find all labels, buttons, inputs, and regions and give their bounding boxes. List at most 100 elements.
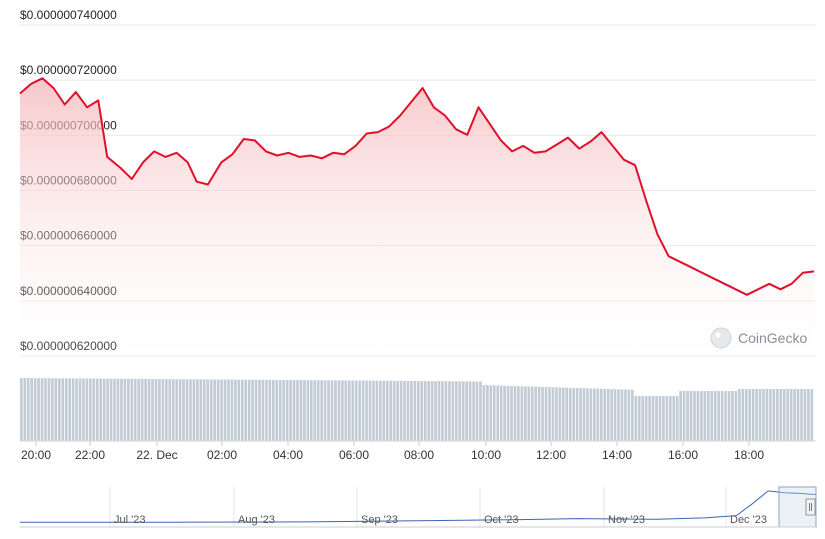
volume-bar xyxy=(627,389,631,441)
navigator[interactable]: Jul '23 Aug '23 Sep '23 Oct '23 Nov '23 Dec '… xyxy=(20,486,817,528)
volume-bar xyxy=(599,388,603,441)
volume-bar xyxy=(154,379,158,441)
volume-bar xyxy=(727,391,731,441)
x-tick-label: 20:00 xyxy=(21,448,51,462)
volume-bar xyxy=(741,389,745,441)
volume-bar xyxy=(482,385,486,441)
volume-bar xyxy=(137,378,141,441)
volume-bar xyxy=(751,389,755,441)
volume-bar xyxy=(755,389,758,441)
volume-bar xyxy=(120,378,123,441)
volume-bar xyxy=(399,380,403,441)
volume-bar xyxy=(441,381,444,441)
volume-bar xyxy=(309,380,313,441)
volume-bar xyxy=(758,389,762,441)
volume-bar xyxy=(765,389,769,441)
volume-bar xyxy=(524,386,527,441)
navigator-line xyxy=(20,490,817,523)
navigator-label: Sep '23 xyxy=(361,514,398,526)
volume-bar xyxy=(603,388,607,441)
volume-bar xyxy=(596,388,600,441)
volume-bar xyxy=(372,380,375,441)
volume-bar xyxy=(731,391,734,441)
x-tick-label: 04:00 xyxy=(273,448,303,462)
volume-bar xyxy=(375,380,379,441)
volume-bar xyxy=(382,380,386,441)
volume-bar xyxy=(95,378,99,441)
volume-bar xyxy=(738,389,741,441)
volume-bar xyxy=(127,378,130,441)
volume-bar xyxy=(475,381,479,441)
volume-bar xyxy=(358,380,361,441)
volume-bar xyxy=(555,387,558,441)
volume-bar xyxy=(744,389,748,441)
volume-bar xyxy=(389,380,393,441)
x-tick-label: 06:00 xyxy=(339,448,369,462)
volume-bar xyxy=(185,379,189,441)
volume-bar xyxy=(527,386,531,441)
volume-bar xyxy=(589,388,593,441)
volume-bar xyxy=(624,389,627,441)
volume-bar xyxy=(220,379,223,441)
volume-bar xyxy=(696,391,700,441)
navigator-handle-right[interactable] xyxy=(805,498,816,516)
volume-bar xyxy=(385,380,389,441)
x-tick-label: 02:00 xyxy=(207,448,237,462)
volume-bar xyxy=(216,379,220,441)
volume-bar xyxy=(789,389,793,441)
volume-bar xyxy=(379,380,382,441)
watermark-text: CoinGecko xyxy=(738,330,807,346)
volume-bar xyxy=(593,388,596,441)
volume-bars xyxy=(20,378,816,442)
volume-bar xyxy=(140,378,144,441)
volume-bar xyxy=(234,379,237,441)
volume-bar xyxy=(689,391,693,441)
volume-bar xyxy=(44,378,47,441)
volume-bar xyxy=(479,381,482,441)
volume-bar xyxy=(85,378,89,441)
volume-bar xyxy=(520,386,524,441)
volume-bar xyxy=(717,391,720,441)
volume-bar xyxy=(724,391,727,441)
volume-bar xyxy=(113,378,116,441)
volume-bar xyxy=(396,380,399,441)
volume-bar xyxy=(810,389,814,441)
volume-bar xyxy=(278,379,282,441)
volume-bar xyxy=(506,385,510,441)
volume-bar xyxy=(631,389,634,441)
x-tick-label: 22:00 xyxy=(75,448,105,462)
volume-bar xyxy=(213,379,216,441)
volume-bar xyxy=(655,396,658,441)
volume-bar xyxy=(610,389,613,441)
volume-bar xyxy=(196,379,199,441)
volume-bar xyxy=(682,391,686,441)
volume-bar xyxy=(37,378,40,441)
volume-bar xyxy=(365,380,368,441)
volume-bar xyxy=(565,387,569,441)
volume-bar xyxy=(337,380,341,441)
volume-bar xyxy=(803,389,807,441)
volume-bar xyxy=(296,380,299,441)
volume-bar xyxy=(782,389,786,441)
volume-bar xyxy=(75,378,78,441)
volume-bar xyxy=(299,380,303,441)
volume-bar xyxy=(613,389,617,441)
volume-bar xyxy=(499,385,503,441)
volume-bar xyxy=(410,380,413,441)
volume-bar xyxy=(20,378,23,441)
volume-bar xyxy=(64,378,68,441)
volume-bar xyxy=(323,380,327,441)
volume-bar xyxy=(544,387,548,441)
volume-bar xyxy=(151,378,154,441)
volume-bar xyxy=(786,389,790,441)
volume-bar xyxy=(230,379,234,441)
volume-bar xyxy=(240,379,244,441)
volume-bar xyxy=(182,379,185,441)
volume-bar xyxy=(582,388,586,441)
volume-bar xyxy=(558,387,562,441)
volume-bar xyxy=(92,378,96,441)
volume-bar xyxy=(417,381,420,441)
x-tick-label: 18:00 xyxy=(734,448,764,462)
volume-bar xyxy=(403,380,406,441)
